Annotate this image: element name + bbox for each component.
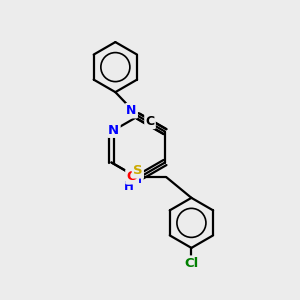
- Text: N: N: [108, 124, 119, 136]
- Text: N: N: [126, 104, 137, 117]
- Text: Cl: Cl: [184, 257, 199, 270]
- Text: C: C: [146, 115, 154, 128]
- Text: H: H: [124, 180, 134, 193]
- Text: N: N: [131, 173, 142, 186]
- Text: O: O: [127, 170, 138, 183]
- Text: S: S: [133, 164, 142, 177]
